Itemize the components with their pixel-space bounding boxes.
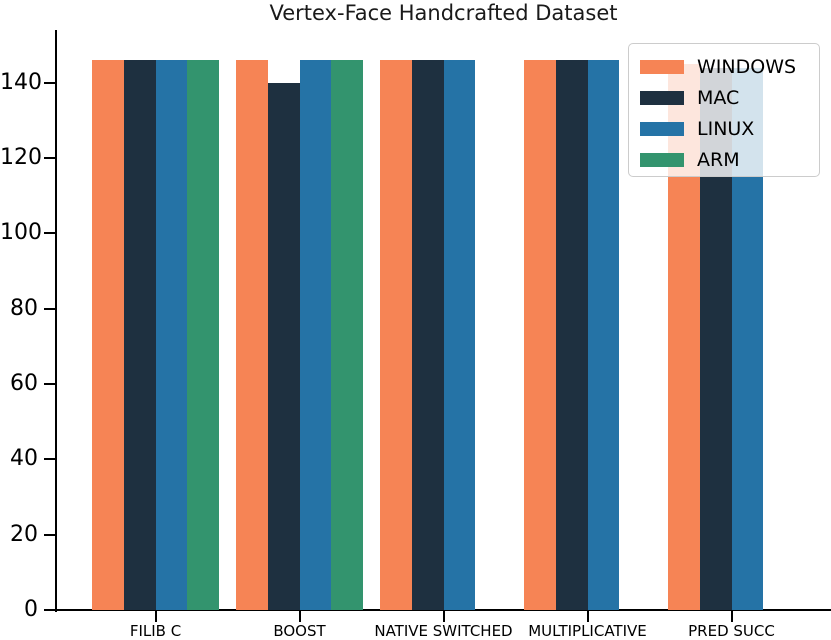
legend-label-arm: ARM bbox=[697, 148, 740, 171]
chart-title: Vertex-Face Handcrafted Dataset bbox=[269, 1, 618, 25]
bar-linux-multiplicative bbox=[587, 60, 620, 610]
legend-swatch-arm bbox=[640, 152, 684, 167]
bar-mac-native-switched bbox=[411, 60, 444, 610]
x-tick-label-native-switched: NATIVE SWITCHED bbox=[374, 622, 513, 640]
y-tick-label-140: 140 bbox=[0, 69, 42, 95]
bar-linux-native-switched bbox=[443, 60, 476, 610]
x-tick-filib-c bbox=[154, 611, 157, 622]
x-tick-label-boost: BOOST bbox=[273, 622, 326, 640]
y-tick-label-100: 100 bbox=[0, 220, 42, 246]
y-tick-80 bbox=[44, 307, 56, 310]
x-tick-multiplicative bbox=[586, 611, 589, 622]
legend: WINDOWS MAC LINUX ARM bbox=[628, 43, 820, 177]
legend-item-windows: WINDOWS bbox=[640, 51, 819, 82]
x-tick-native-switched bbox=[442, 611, 445, 622]
legend-swatch-mac bbox=[640, 90, 684, 105]
y-tick-120 bbox=[44, 157, 56, 160]
bar-mac-boost bbox=[267, 82, 300, 610]
x-tick-label-filib-c: FILIB C bbox=[129, 622, 182, 640]
x-tick-pred-succ bbox=[730, 611, 733, 622]
bar-arm-filib-c bbox=[187, 60, 219, 610]
bar-linux-filib-c bbox=[155, 60, 188, 610]
y-tick-label-0: 0 bbox=[24, 597, 38, 622]
bar-windows-multiplicative bbox=[524, 60, 556, 610]
bar-mac-multiplicative bbox=[555, 60, 588, 610]
y-tick-label-120: 120 bbox=[0, 145, 42, 171]
y-tick-label-20: 20 bbox=[10, 521, 38, 547]
x-tick-boost bbox=[298, 611, 301, 622]
bar-windows-native-switched bbox=[380, 60, 412, 610]
y-tick-label-60: 60 bbox=[10, 371, 38, 397]
y-tick-100 bbox=[44, 232, 56, 235]
legend-label-mac: MAC bbox=[697, 86, 740, 109]
y-tick-label-40: 40 bbox=[10, 446, 38, 472]
legend-label-linux: LINUX bbox=[697, 117, 755, 140]
legend-item-linux: LINUX bbox=[640, 113, 819, 144]
bar-windows-filib-c bbox=[92, 60, 124, 610]
y-tick-0 bbox=[44, 609, 56, 611]
bar-linux-boost bbox=[299, 60, 332, 610]
legend-label-windows: WINDOWS bbox=[697, 55, 797, 78]
bar-mac-filib-c bbox=[123, 60, 156, 610]
y-tick-60 bbox=[44, 383, 56, 386]
x-axis-spine bbox=[55, 609, 831, 611]
bar-windows-boost bbox=[236, 60, 268, 610]
legend-item-mac: MAC bbox=[640, 82, 819, 113]
legend-item-arm: ARM bbox=[640, 144, 819, 175]
y-tick-40 bbox=[44, 458, 56, 461]
y-tick-140 bbox=[44, 81, 56, 84]
x-tick-label-pred-succ: PRED SUCC bbox=[688, 622, 775, 640]
bar-arm-boost bbox=[331, 60, 363, 610]
y-axis-spine bbox=[55, 30, 57, 612]
y-tick-label-80: 80 bbox=[10, 295, 38, 321]
y-tick-20 bbox=[44, 533, 56, 536]
legend-swatch-windows bbox=[640, 59, 684, 74]
legend-swatch-linux bbox=[640, 121, 684, 136]
x-tick-label-multiplicative: MULTIPLICATIVE bbox=[528, 622, 647, 640]
